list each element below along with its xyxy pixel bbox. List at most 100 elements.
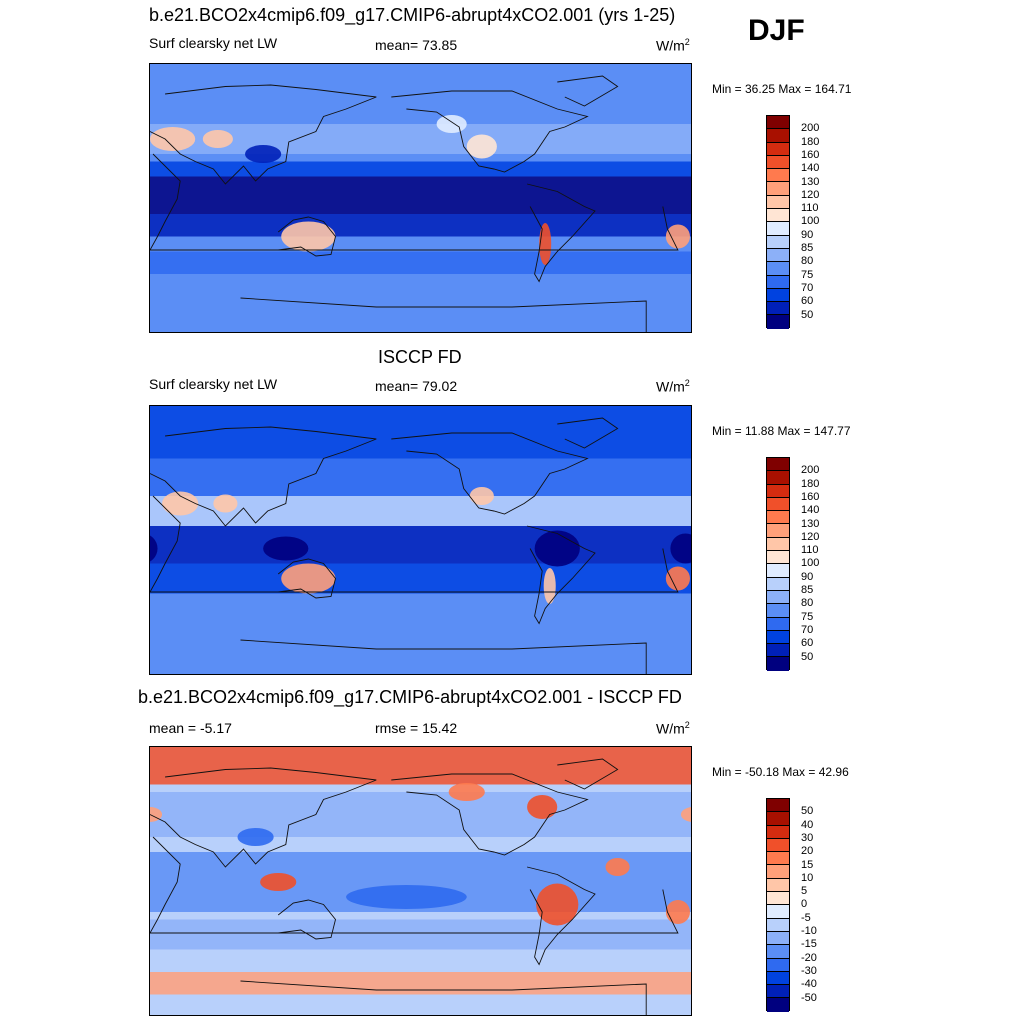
map-field (150, 64, 691, 332)
map-field-region (245, 145, 282, 163)
panel-3-units: W/m2 (656, 720, 690, 737)
colorbar-swatch (767, 209, 789, 223)
map-field (150, 747, 691, 1015)
colorbar-swatch (767, 617, 789, 631)
colorbar-label: 75 (801, 610, 814, 623)
panel-3-map (149, 746, 692, 1016)
map-field-region (436, 115, 467, 133)
colorbar-label: 15 (801, 858, 814, 871)
colorbar-label: 200 (801, 464, 820, 477)
coastline-greenland (557, 417, 619, 449)
panel-2-units: W/m2 (656, 378, 690, 395)
map-field-region (665, 224, 690, 249)
map-field-region (150, 535, 158, 562)
coastline-north-america (391, 432, 589, 515)
colorbar-swatch (767, 998, 789, 1012)
colorbar-swatch (767, 838, 789, 853)
map-latitude-band (150, 458, 691, 496)
colorbar-swatch (767, 644, 789, 658)
panel-2-mean: mean= 79.02 (375, 378, 458, 394)
colorbar-label: 180 (801, 477, 820, 490)
map-latitude-band (150, 251, 691, 274)
colorbar-swatch (767, 248, 789, 263)
colorbar-label: 0 (801, 898, 808, 911)
colorbar-label: -20 (801, 951, 817, 964)
map-field-region (150, 127, 196, 151)
panel-3-colorbar (766, 798, 790, 1012)
colorbar-label: 140 (801, 162, 820, 175)
map-latitude-band (150, 747, 691, 785)
colorbar-label: 20 (801, 845, 814, 858)
colorbar-swatch (767, 905, 789, 919)
colorbar-label: 60 (801, 295, 814, 308)
map-field-region (281, 221, 336, 252)
colorbar-label: 130 (801, 517, 820, 530)
colorbar-swatch (767, 262, 789, 276)
coastline-south-america (526, 183, 596, 283)
panel-1-mean: mean= 73.85 (375, 37, 458, 53)
colorbar-swatch (767, 931, 789, 946)
coastline-south-america (526, 525, 596, 625)
map-field-region (665, 566, 690, 591)
map-field-region (469, 487, 494, 505)
colorbar-label: 40 (801, 818, 814, 831)
map-latitude-band (150, 406, 691, 459)
colorbar-swatch (767, 590, 789, 605)
colorbar-swatch (767, 825, 789, 839)
colorbar-swatch (767, 657, 789, 671)
colorbar-swatch (767, 865, 789, 879)
colorbar-swatch (767, 971, 789, 986)
colorbar-swatch (767, 315, 789, 329)
colorbar-label: 120 (801, 188, 820, 201)
map-field-region (263, 536, 309, 561)
colorbar-label: -30 (801, 964, 817, 977)
colorbar-label: -10 (801, 925, 817, 937)
map-field-region (281, 563, 336, 594)
panel-3-mean: mean = -5.17 (149, 720, 232, 736)
colorbar-label: 50 (801, 650, 814, 663)
panel-1-units: W/m2 (656, 37, 690, 54)
map-field-region (670, 533, 691, 564)
colorbar-swatch (767, 852, 789, 866)
colorbar-swatch (767, 302, 789, 316)
panel-1-minmax: Min = 36.25 Max = 164.71 (712, 82, 852, 96)
colorbar-label: 90 (801, 570, 814, 583)
colorbar-swatch (767, 182, 789, 196)
map-field-region (466, 134, 497, 159)
colorbar-swatch (767, 458, 789, 472)
colorbar-swatch (767, 564, 789, 578)
map-latitude-band (150, 919, 691, 950)
map-field-region (536, 883, 579, 926)
colorbar-label: 80 (801, 255, 814, 268)
colorbar-swatch (767, 116, 789, 130)
panel-2-map (149, 405, 692, 675)
colorbar-label: 160 (801, 490, 820, 503)
colorbar-swatch (767, 945, 789, 959)
colorbar-label: 50 (801, 805, 814, 818)
colorbar-label: 80 (801, 597, 814, 610)
colorbar-swatch (767, 142, 789, 156)
map-field-region (605, 858, 630, 876)
panel-3-title: b.e21.BCO2x4cmip6.f09_g17.CMIP6-abrupt4x… (138, 687, 682, 707)
map-field-region (213, 494, 238, 513)
map-field-region (260, 873, 297, 891)
colorbar-label: 110 (801, 544, 819, 557)
colorbar-swatch (767, 812, 789, 826)
colorbar-swatch (767, 604, 789, 618)
coastline-australia (277, 558, 336, 599)
colorbar-label: -40 (801, 978, 817, 991)
colorbar-swatch (767, 958, 789, 972)
map-latitude-band (150, 176, 691, 214)
map-field-region (665, 900, 690, 924)
colorbar-swatch (767, 155, 789, 170)
map-latitude-band (150, 792, 691, 837)
colorbar-swatch (767, 471, 789, 485)
colorbar-swatch (767, 630, 789, 645)
colorbar-label: 70 (801, 623, 814, 636)
colorbar-label: -5 (801, 911, 811, 924)
coastline-antarctica (240, 980, 647, 1015)
coastline-antarctica (240, 297, 647, 332)
colorbar-swatch (767, 537, 789, 552)
colorbar-swatch (767, 484, 789, 498)
coastline-australia (277, 216, 336, 257)
